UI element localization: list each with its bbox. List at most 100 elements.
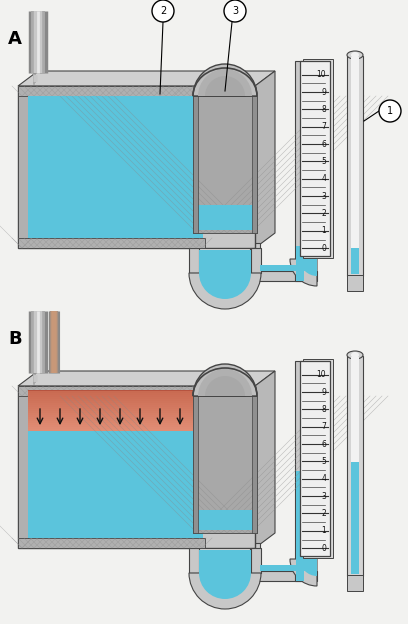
- Wedge shape: [193, 364, 257, 396]
- Bar: [351, 57, 359, 274]
- Bar: [252, 96, 257, 233]
- Ellipse shape: [351, 352, 359, 358]
- Wedge shape: [198, 69, 252, 96]
- Bar: [28, 390, 203, 393]
- Text: 2: 2: [160, 6, 166, 16]
- Text: 7: 7: [321, 122, 326, 131]
- Wedge shape: [189, 573, 261, 609]
- Bar: [250, 543, 260, 571]
- Text: 3: 3: [232, 6, 238, 16]
- Text: 7: 7: [321, 422, 326, 431]
- Bar: [351, 357, 359, 574]
- Text: 6: 6: [321, 140, 326, 149]
- Bar: [18, 386, 28, 548]
- Circle shape: [379, 100, 401, 122]
- Wedge shape: [290, 559, 317, 586]
- Bar: [18, 538, 205, 548]
- Text: 1: 1: [387, 106, 393, 116]
- Bar: [351, 462, 359, 574]
- Bar: [197, 510, 253, 530]
- Bar: [18, 86, 28, 248]
- Bar: [28, 431, 203, 538]
- Bar: [18, 238, 205, 248]
- Wedge shape: [205, 76, 245, 96]
- Text: B: B: [8, 330, 22, 348]
- Bar: [28, 404, 203, 407]
- Bar: [300, 361, 330, 556]
- Bar: [193, 396, 198, 533]
- Bar: [300, 61, 330, 256]
- Polygon shape: [255, 371, 275, 548]
- Bar: [28, 416, 203, 419]
- Bar: [347, 275, 363, 291]
- Text: 4: 4: [321, 474, 326, 483]
- Bar: [296, 246, 304, 281]
- Bar: [295, 361, 305, 581]
- Text: 5: 5: [321, 457, 326, 466]
- Text: 5: 5: [321, 157, 326, 166]
- Bar: [347, 356, 363, 576]
- Circle shape: [224, 0, 246, 22]
- Bar: [347, 575, 363, 591]
- Bar: [28, 402, 203, 405]
- Bar: [303, 359, 333, 558]
- Polygon shape: [18, 371, 275, 386]
- Bar: [193, 396, 257, 533]
- Text: 2: 2: [321, 509, 326, 518]
- Bar: [28, 406, 203, 409]
- Bar: [18, 386, 255, 548]
- Bar: [250, 271, 317, 281]
- Text: 10: 10: [316, 70, 326, 79]
- Text: 0: 0: [321, 244, 326, 253]
- Text: 9: 9: [321, 87, 326, 97]
- Text: 4: 4: [321, 174, 326, 183]
- Bar: [251, 248, 261, 273]
- Wedge shape: [193, 64, 257, 96]
- Bar: [260, 265, 317, 271]
- Wedge shape: [198, 369, 252, 396]
- Bar: [18, 86, 205, 96]
- Bar: [28, 396, 203, 538]
- Text: A: A: [8, 30, 22, 48]
- Bar: [28, 412, 203, 415]
- Bar: [199, 550, 251, 573]
- Bar: [189, 248, 199, 273]
- Bar: [28, 422, 203, 425]
- Wedge shape: [199, 273, 251, 299]
- Polygon shape: [255, 71, 275, 248]
- Text: 0: 0: [321, 544, 326, 553]
- Text: 3: 3: [321, 192, 326, 201]
- Bar: [28, 410, 203, 413]
- Bar: [250, 571, 317, 581]
- Bar: [28, 418, 203, 421]
- Ellipse shape: [347, 51, 363, 59]
- Bar: [351, 248, 359, 274]
- Bar: [296, 471, 304, 581]
- Bar: [28, 398, 203, 401]
- Bar: [28, 391, 203, 431]
- Text: 9: 9: [321, 388, 326, 396]
- Bar: [193, 96, 257, 233]
- Bar: [260, 565, 317, 571]
- Bar: [28, 428, 203, 431]
- Bar: [28, 420, 203, 423]
- Bar: [189, 548, 199, 573]
- Text: 2: 2: [321, 209, 326, 218]
- Polygon shape: [18, 71, 275, 86]
- Wedge shape: [199, 573, 251, 599]
- Bar: [347, 56, 363, 276]
- Text: 1: 1: [321, 527, 326, 535]
- Bar: [200, 86, 245, 96]
- Text: 8: 8: [321, 405, 326, 414]
- Wedge shape: [205, 376, 245, 396]
- Bar: [28, 424, 203, 427]
- Bar: [28, 426, 203, 429]
- Bar: [251, 548, 261, 573]
- Wedge shape: [189, 273, 261, 309]
- Ellipse shape: [351, 52, 359, 58]
- Text: 10: 10: [316, 370, 326, 379]
- Bar: [28, 96, 203, 238]
- Bar: [303, 59, 333, 258]
- Wedge shape: [300, 259, 317, 276]
- Bar: [28, 396, 203, 399]
